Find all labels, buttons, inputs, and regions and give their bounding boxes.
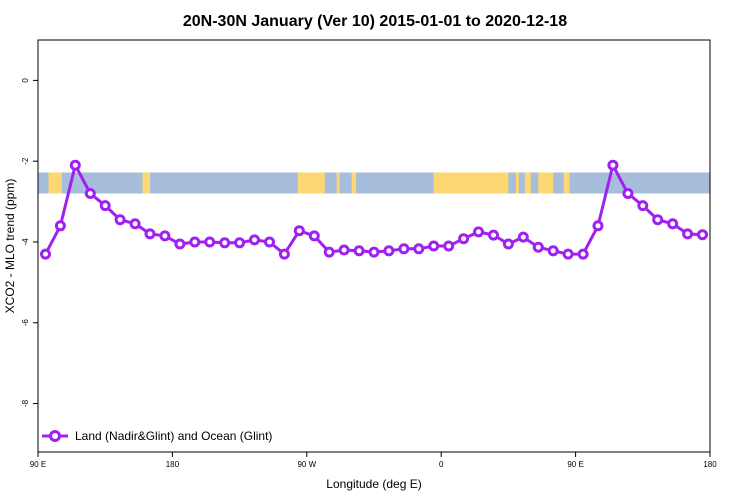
- x-tick-label: 90 E: [567, 460, 583, 469]
- x-axis: 90 E 180 90 W 0 90 E 180: [30, 452, 717, 469]
- data-point: [219, 237, 231, 249]
- x-tick-label: 90 E: [30, 460, 46, 469]
- land-mass: [563, 172, 570, 194]
- data-point: [428, 240, 440, 252]
- data-point: [204, 236, 216, 248]
- y-tick-label: -2: [21, 157, 30, 165]
- data-point: [40, 248, 51, 260]
- data-point: [308, 230, 320, 242]
- data-point: [129, 218, 141, 230]
- y-tick-label: 0: [21, 78, 30, 83]
- data-point: [488, 229, 499, 241]
- data-point: [293, 225, 305, 237]
- land-mass: [297, 172, 325, 194]
- x-tick-label: 180: [703, 460, 717, 469]
- land-mass: [433, 172, 509, 194]
- x-tick-label: 90 W: [297, 460, 316, 469]
- land-mass: [48, 172, 62, 194]
- data-point: [458, 233, 470, 245]
- data-point: [697, 229, 708, 241]
- data-point: [264, 236, 275, 248]
- data-point: [189, 236, 201, 248]
- data-point: [413, 243, 425, 255]
- data-point: [383, 245, 395, 257]
- data-point: [353, 245, 365, 257]
- y-axis-title: XCO2 - MLO trend (ppm): [3, 179, 17, 314]
- data-point: [249, 234, 260, 246]
- data-point: [532, 241, 544, 253]
- data-point: [682, 228, 694, 240]
- land-mass: [351, 172, 357, 194]
- data-point: [637, 200, 649, 212]
- data-point: [144, 228, 156, 240]
- y-tick-label: -6: [21, 319, 30, 327]
- map-land-masses: [48, 172, 570, 194]
- data-point: [54, 220, 66, 232]
- data-point: [622, 188, 634, 199]
- data-point: [278, 248, 290, 260]
- data-point: [234, 237, 246, 249]
- plot-area: [37, 39, 711, 453]
- y-tick-label: -8: [21, 399, 30, 407]
- data-point: [174, 238, 186, 250]
- land-mass: [515, 172, 519, 194]
- legend-label: Land (Nadir&Glint) and Ocean (Glint): [75, 429, 272, 443]
- data-point: [607, 159, 619, 171]
- data-point: [592, 220, 604, 232]
- land-mass: [142, 172, 150, 194]
- data-point: [443, 240, 455, 252]
- land-mass: [524, 172, 531, 194]
- data-point: [562, 248, 574, 260]
- data-point: [652, 214, 664, 226]
- data-point: [114, 214, 126, 226]
- data-point: [323, 246, 335, 258]
- data-point: [547, 245, 559, 257]
- data-point: [368, 246, 380, 258]
- land-mass: [336, 172, 340, 194]
- legend-marker: [49, 430, 61, 442]
- series-land-ocean: [40, 159, 708, 260]
- x-axis-title: Longitude (deg E): [326, 477, 421, 491]
- data-point: [99, 200, 111, 212]
- data-point: [338, 244, 350, 256]
- chart-title: 20N-30N January (Ver 10) 2015-01-01 to 2…: [183, 13, 567, 30]
- data-point: [398, 243, 410, 255]
- data-point: [667, 218, 679, 230]
- x-tick-label: 0: [439, 460, 444, 469]
- data-point: [84, 188, 96, 199]
- data-point: [517, 231, 529, 243]
- y-tick-label: -4: [21, 238, 30, 246]
- data-point: [159, 230, 171, 242]
- data-point: [69, 159, 81, 171]
- data-point: [577, 248, 589, 260]
- legend: Land (Nadir&Glint) and Ocean (Glint): [42, 429, 272, 443]
- world-map-band: [38, 172, 710, 194]
- land-mass: [538, 172, 554, 194]
- data-point: [502, 238, 514, 250]
- y-axis: 0 -2 -4 -6 -8: [21, 78, 38, 407]
- data-point: [473, 226, 484, 238]
- x-tick-label: 180: [166, 460, 180, 469]
